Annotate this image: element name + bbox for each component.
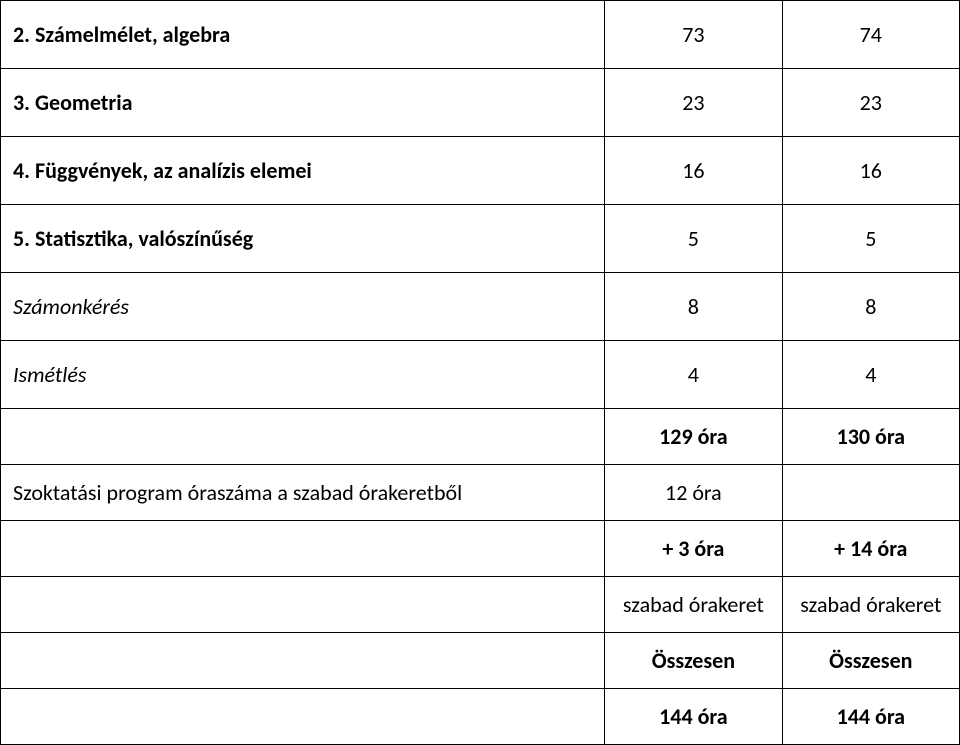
table-body: 2. Számelmélet, algebra 73 74 3. Geometr… (1, 1, 960, 745)
row-value-2: 5 (782, 205, 959, 273)
table-row: Szoktatási program óraszáma a szabad óra… (1, 465, 960, 521)
row-label: 3. Geometria (1, 69, 605, 137)
row-label (1, 633, 605, 689)
table-row: 144 óra 144 óra (1, 689, 960, 745)
table-row: 2. Számelmélet, algebra 73 74 (1, 1, 960, 69)
row-value-1: 23 (605, 69, 782, 137)
row-label: Számonkérés (1, 273, 605, 341)
table-row: 5. Statisztika, valószínűség 5 5 (1, 205, 960, 273)
row-value-1: 129 óra (605, 409, 782, 465)
table-row: szabad órakeret szabad órakeret (1, 577, 960, 633)
row-value-2: 4 (782, 341, 959, 409)
table-row: + 3 óra + 14 óra (1, 521, 960, 577)
table-row: 4. Függvények, az analízis elemei 16 16 (1, 137, 960, 205)
row-value-1: 12 óra (605, 465, 782, 521)
row-value-2: Összesen (782, 633, 959, 689)
row-value-1: 144 óra (605, 689, 782, 745)
row-label (1, 577, 605, 633)
row-label: 5. Statisztika, valószínűség (1, 205, 605, 273)
row-label (1, 521, 605, 577)
row-value-1: szabad órakeret (605, 577, 782, 633)
row-label (1, 689, 605, 745)
row-value-2: 23 (782, 69, 959, 137)
row-value-1: Összesen (605, 633, 782, 689)
curriculum-table: 2. Számelmélet, algebra 73 74 3. Geometr… (0, 0, 960, 745)
row-value-1: 8 (605, 273, 782, 341)
document-page: 2. Számelmélet, algebra 73 74 3. Geometr… (0, 0, 960, 745)
row-value-1: 5 (605, 205, 782, 273)
row-value-1: + 3 óra (605, 521, 782, 577)
row-value-2: szabad órakeret (782, 577, 959, 633)
row-label: Ismétlés (1, 341, 605, 409)
row-value-1: 73 (605, 1, 782, 69)
row-value-2: 144 óra (782, 689, 959, 745)
table-row: Ismétlés 4 4 (1, 341, 960, 409)
row-value-2: 8 (782, 273, 959, 341)
table-row: 129 óra 130 óra (1, 409, 960, 465)
row-value-2: + 14 óra (782, 521, 959, 577)
row-value-2: 74 (782, 1, 959, 69)
row-value-2: 16 (782, 137, 959, 205)
row-label: 4. Függvények, az analízis elemei (1, 137, 605, 205)
row-label: Szoktatási program óraszáma a szabad óra… (1, 465, 605, 521)
row-label: 2. Számelmélet, algebra (1, 1, 605, 69)
row-value-2 (782, 465, 959, 521)
row-value-2: 130 óra (782, 409, 959, 465)
table-row: Számonkérés 8 8 (1, 273, 960, 341)
row-value-1: 16 (605, 137, 782, 205)
table-row: 3. Geometria 23 23 (1, 69, 960, 137)
row-value-1: 4 (605, 341, 782, 409)
table-row: Összesen Összesen (1, 633, 960, 689)
row-label (1, 409, 605, 465)
